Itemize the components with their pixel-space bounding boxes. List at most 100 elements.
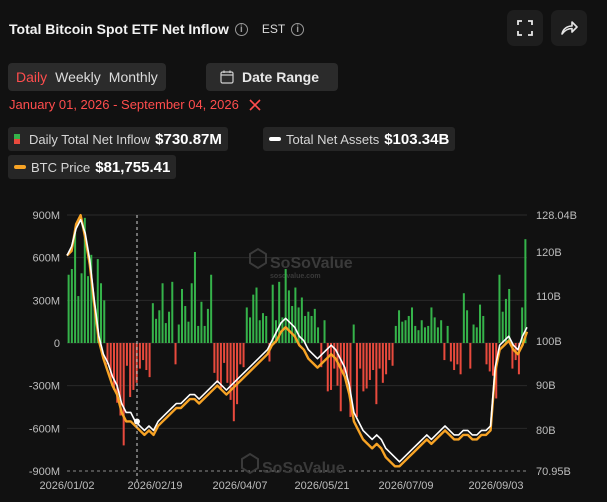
assets-swatch xyxy=(269,137,281,141)
inflow-bar xyxy=(462,293,465,343)
inflow-bar xyxy=(378,343,381,369)
legend-net-assets[interactable]: Total Net Assets $103.34B xyxy=(263,127,456,151)
inflow-bar xyxy=(96,259,99,343)
inflow-bar xyxy=(158,310,161,343)
inflow-bar xyxy=(155,318,158,343)
left-tick-label: -600M xyxy=(29,423,60,435)
inflow-bar xyxy=(339,343,342,412)
tab-daily[interactable]: Daily xyxy=(16,69,48,85)
inflow-bar xyxy=(252,294,255,343)
right-tick-label: 100B xyxy=(536,336,562,348)
inflow-bar xyxy=(119,343,122,416)
inflow-bar xyxy=(223,343,226,363)
inflow-bar xyxy=(459,343,462,375)
inflow-bar xyxy=(466,310,469,343)
inflow-bar xyxy=(255,287,258,343)
legend-label: Daily Total Net Inflow xyxy=(29,131,151,147)
legend-btc-price[interactable]: BTC Price $81,755.41 xyxy=(8,155,177,179)
left-tick-label: 600M xyxy=(32,253,60,265)
inflow-bar xyxy=(446,325,449,343)
x-tick-label: 2026/09/03 xyxy=(468,480,523,492)
inflow-bar xyxy=(443,343,446,361)
inflow-bar xyxy=(93,303,96,343)
left-axis: 900M 600M 300M 0 -300M -600M -900M xyxy=(29,210,60,478)
legend-value: $730.87M xyxy=(155,130,222,148)
inflow-bar xyxy=(368,343,371,380)
x-tick-label: 2026/02/19 xyxy=(127,480,182,492)
inflow-bar xyxy=(226,343,229,383)
inflow-bar xyxy=(197,325,200,343)
inflow-bar xyxy=(70,269,73,343)
inflow-bar xyxy=(401,321,404,343)
left-tick-label: 900M xyxy=(32,210,60,222)
legend-daily-inflow[interactable]: Daily Total Net Inflow $730.87M xyxy=(8,127,228,151)
inflow-bar xyxy=(261,313,264,343)
right-tick-label: 80B xyxy=(536,425,556,437)
inflow-bar xyxy=(103,300,106,343)
inflow-bar xyxy=(122,343,125,446)
inflow-bar xyxy=(482,315,485,343)
inflow-bar xyxy=(317,327,320,343)
right-axis: 128.04B 120B 110B 100B 90B 80B 70.95B xyxy=(536,210,577,478)
inflow-bar xyxy=(125,343,128,366)
inflow-bar xyxy=(352,324,355,343)
x-tick-label: 2026/07/09 xyxy=(378,480,433,492)
watermark-bottom: SoSoValue xyxy=(241,452,345,477)
btc-price-line xyxy=(66,213,529,468)
inflow-bar xyxy=(388,343,391,361)
inflow-bar xyxy=(132,343,135,390)
inflow-bar xyxy=(278,281,281,343)
left-tick-label: 0 xyxy=(54,338,60,350)
inflow-bar xyxy=(485,343,488,365)
selected-range: January 01, 2026 - September 04, 2026 xyxy=(9,97,261,112)
expand-icon xyxy=(517,20,533,36)
inflow-bar xyxy=(307,311,310,343)
inflow-bar xyxy=(346,343,349,380)
inflow-bar xyxy=(414,325,417,343)
tab-monthly[interactable]: Monthly xyxy=(108,69,158,85)
inflow-bar xyxy=(210,274,213,343)
inflow-bar xyxy=(206,308,209,343)
date-range-button[interactable]: Date Range xyxy=(206,63,338,91)
inflow-bar xyxy=(323,320,326,343)
share-icon xyxy=(561,21,578,35)
tab-weekly[interactable]: Weekly xyxy=(55,69,101,85)
inflow-bar xyxy=(168,311,171,343)
chart-header: Total Bitcoin Spot ETF Net Inflow i EST … xyxy=(9,16,305,42)
inflow-bar xyxy=(349,343,352,417)
inflow-bar xyxy=(456,343,459,365)
inflow-chart[interactable]: SoSoValue sosovalue.com SoSoValue 900M 60… xyxy=(0,195,607,502)
expand-button[interactable] xyxy=(507,10,543,46)
inflow-bar xyxy=(242,343,245,368)
net-assets-line xyxy=(66,218,528,463)
left-tick-label: -300M xyxy=(29,381,60,393)
inflow-bar xyxy=(106,343,109,365)
share-button[interactable] xyxy=(551,10,587,46)
inflow-bar xyxy=(304,315,307,343)
inflow-bar xyxy=(355,343,358,417)
legend-label: BTC Price xyxy=(31,159,91,175)
inflow-bar xyxy=(67,274,70,343)
info-icon[interactable]: i xyxy=(234,22,248,36)
inflow-bar xyxy=(90,254,93,343)
inflow-bar xyxy=(171,281,174,343)
legend-value: $103.34B xyxy=(384,130,450,148)
inflow-bar xyxy=(394,325,397,343)
inflow-bar xyxy=(245,307,248,343)
right-tick-label: 120B xyxy=(536,247,562,259)
inflow-bar xyxy=(501,311,504,343)
x-axis: 2026/01/02 2026/02/19 2026/04/07 2026/05/21… xyxy=(39,480,523,492)
inflow-bar xyxy=(77,296,80,343)
right-tick-label: 70.95B xyxy=(536,466,571,478)
close-icon[interactable] xyxy=(249,98,261,111)
inflow-bar xyxy=(145,343,148,371)
watermark-text: SoSoValue xyxy=(262,460,345,477)
inflow-bar xyxy=(326,343,329,392)
timezone-info-icon[interactable]: i xyxy=(291,22,305,36)
inflow-bar xyxy=(391,343,394,366)
inflow-bar xyxy=(469,343,472,369)
inflow-bar xyxy=(138,343,141,369)
inflow-bar xyxy=(112,343,115,390)
price-swatch xyxy=(14,165,26,169)
inflow-bar xyxy=(164,323,167,343)
